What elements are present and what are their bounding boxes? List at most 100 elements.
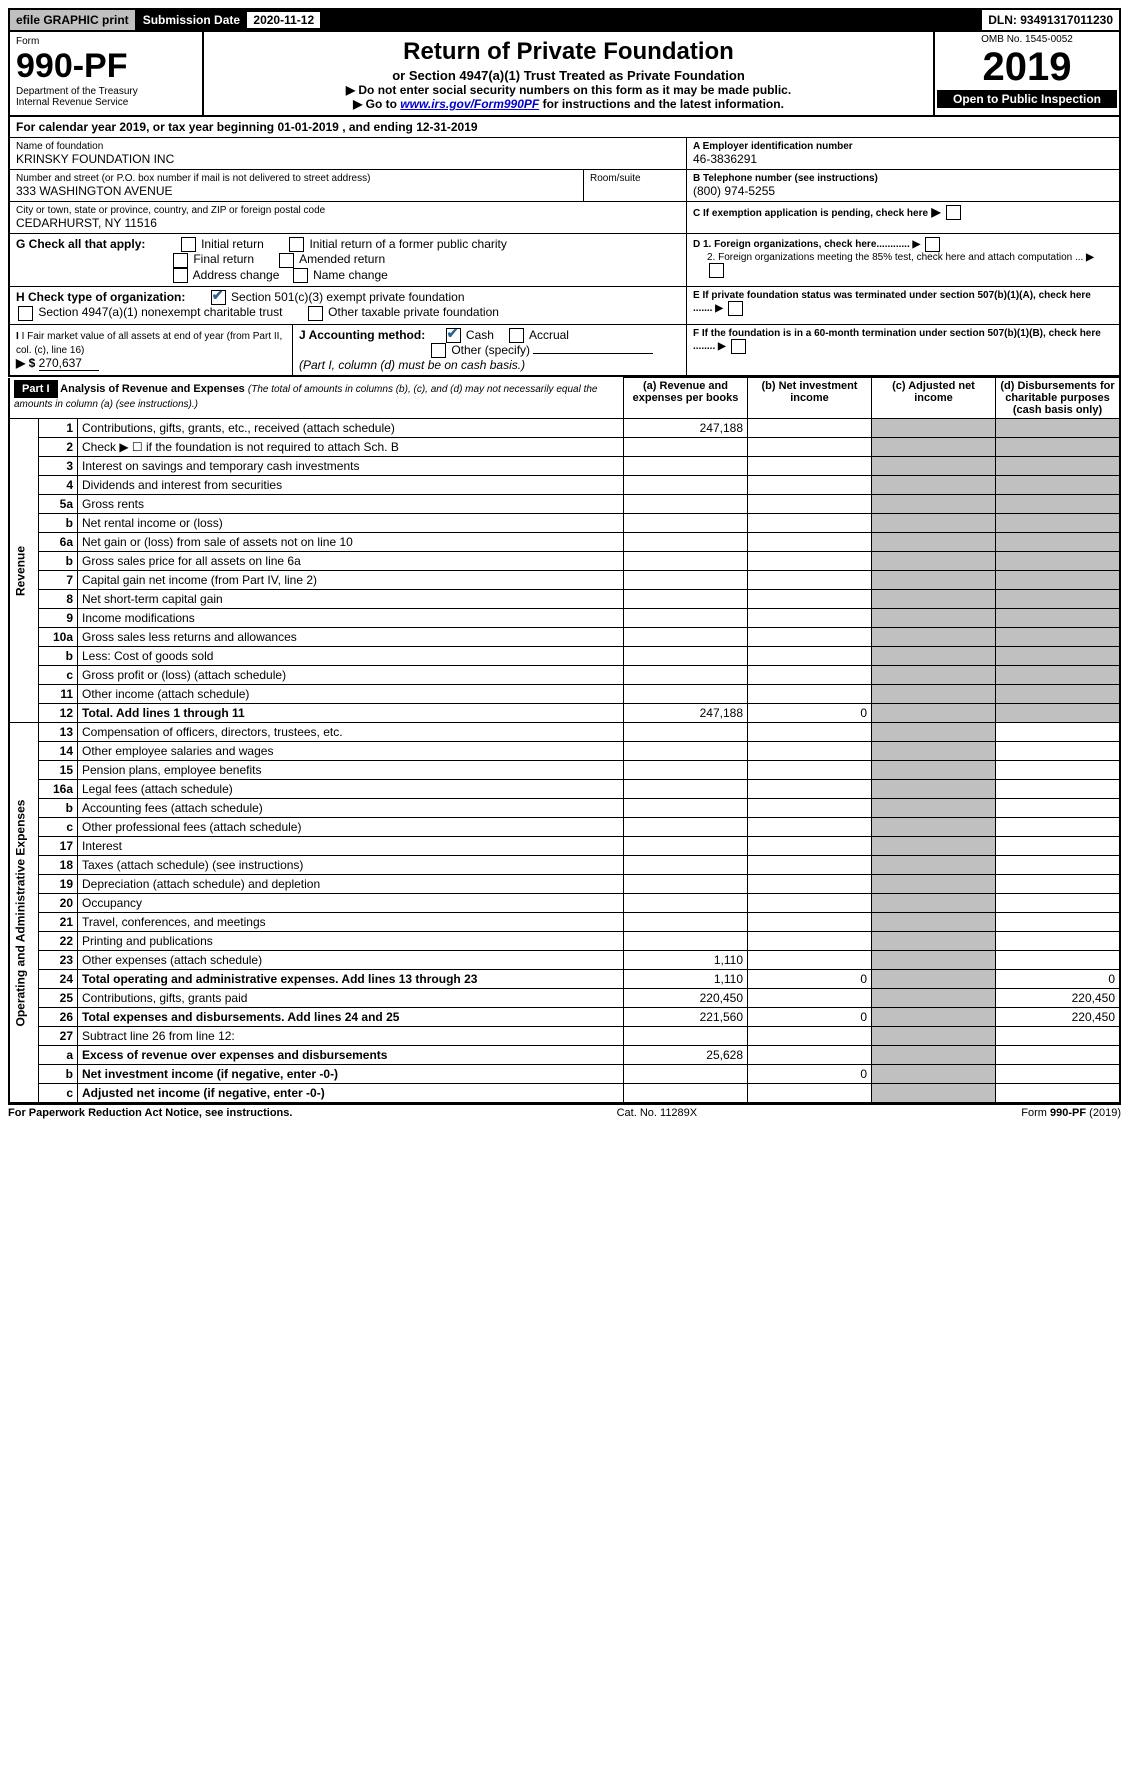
row-number: 19 <box>39 875 78 894</box>
table-row: 6aNet gain or (loss) from sale of assets… <box>9 533 1120 552</box>
i-label: I Fair market value of all assets at end… <box>16 331 282 356</box>
cell-b <box>748 742 872 761</box>
g-name-checkbox[interactable] <box>293 268 308 283</box>
row-desc: Depreciation (attach schedule) and deple… <box>78 875 624 894</box>
d2-checkbox[interactable] <box>709 263 724 278</box>
cell-a <box>624 742 748 761</box>
cell-d <box>996 799 1121 818</box>
table-row: cOther professional fees (attach schedul… <box>9 818 1120 837</box>
row-desc: Net investment income (if negative, ente… <box>78 1065 624 1084</box>
h1-checkbox[interactable] <box>211 290 226 305</box>
cell-a: 1,110 <box>624 951 748 970</box>
room-cell: Room/suite <box>584 170 687 201</box>
cell-a: 220,450 <box>624 989 748 1008</box>
form-word: Form <box>16 36 196 47</box>
cell-d: 0 <box>996 970 1121 989</box>
row-number: b <box>39 799 78 818</box>
g-amended-checkbox[interactable] <box>279 253 294 268</box>
name-label: Name of foundation <box>16 141 680 152</box>
row-number: c <box>39 818 78 837</box>
table-row: Revenue1Contributions, gifts, grants, et… <box>9 419 1120 438</box>
j-accrual-checkbox[interactable] <box>509 328 524 343</box>
row-desc: Contributions, gifts, grants, etc., rece… <box>78 419 624 438</box>
i-j-f-row: I I Fair market value of all assets at e… <box>8 325 1121 378</box>
j-cash-checkbox[interactable] <box>446 328 461 343</box>
d-cell: D 1. Foreign organizations, check here..… <box>687 234 1119 286</box>
row-number: 18 <box>39 856 78 875</box>
cell-d <box>996 571 1121 590</box>
g-initial-former-checkbox[interactable] <box>289 237 304 252</box>
city-label: City or town, state or province, country… <box>16 205 680 216</box>
cell-c <box>872 989 996 1008</box>
row-desc: Net short-term capital gain <box>78 590 624 609</box>
h2-checkbox[interactable] <box>18 306 33 321</box>
g-initial-checkbox[interactable] <box>181 237 196 252</box>
f-checkbox[interactable] <box>731 339 746 354</box>
cell-c <box>872 970 996 989</box>
j-label: J Accounting method: <box>299 328 425 342</box>
table-row: 14Other employee salaries and wages <box>9 742 1120 761</box>
row-number: b <box>39 514 78 533</box>
irs-link[interactable]: www.irs.gov/Form990PF <box>400 97 539 111</box>
row-desc: Compensation of officers, directors, tru… <box>78 723 624 742</box>
cell-d <box>996 913 1121 932</box>
cell-a <box>624 856 748 875</box>
cell-a <box>624 514 748 533</box>
cell-d <box>996 704 1121 723</box>
cell-b <box>748 894 872 913</box>
e-checkbox[interactable] <box>728 301 743 316</box>
cell-b <box>748 571 872 590</box>
cell-d <box>996 457 1121 476</box>
g-address-checkbox[interactable] <box>173 268 188 283</box>
g-address: Address change <box>193 268 280 282</box>
row-number: 24 <box>39 970 78 989</box>
cell-c <box>872 571 996 590</box>
cell-a <box>624 837 748 856</box>
i-arrow: ▶ $ <box>16 356 35 370</box>
footer-center: Cat. No. 11289X <box>617 1107 698 1119</box>
cell-d <box>996 780 1121 799</box>
cell-a <box>624 1065 748 1084</box>
row-number: 12 <box>39 704 78 723</box>
row-desc: Total. Add lines 1 through 11 <box>78 704 624 723</box>
cell-b <box>748 1046 872 1065</box>
row-desc: Less: Cost of goods sold <box>78 647 624 666</box>
form-title: Return of Private Foundation <box>210 38 927 66</box>
header-note1: ▶ Do not enter social security numbers o… <box>210 83 927 97</box>
d1-checkbox[interactable] <box>925 237 940 252</box>
row-number: b <box>39 552 78 571</box>
part1-table: Part I Analysis of Revenue and Expenses … <box>8 377 1121 1104</box>
c-checkbox[interactable] <box>946 205 961 220</box>
submission-date: 2020-11-12 <box>247 12 320 28</box>
city-value: CEDARHURST, NY 11516 <box>16 216 680 230</box>
cell-d <box>996 514 1121 533</box>
j-other-checkbox[interactable] <box>431 343 446 358</box>
cal-end: 12-31-2019 <box>416 120 477 134</box>
table-row: bNet investment income (if negative, ent… <box>9 1065 1120 1084</box>
cell-d <box>996 419 1121 438</box>
cell-c <box>872 837 996 856</box>
h3-checkbox[interactable] <box>308 306 323 321</box>
efile-label[interactable]: efile GRAPHIC print <box>10 10 137 30</box>
cell-a <box>624 1027 748 1046</box>
cell-b <box>748 628 872 647</box>
f-cell: F If the foundation is in a 60-month ter… <box>687 325 1119 376</box>
cell-c <box>872 533 996 552</box>
dln-value: 93491317011230 <box>1020 13 1113 27</box>
footer: For Paperwork Reduction Act Notice, see … <box>8 1104 1121 1119</box>
entity-row-1: Name of foundation KRINSKY FOUNDATION IN… <box>8 138 1121 170</box>
row-desc: Occupancy <box>78 894 624 913</box>
table-row: 25Contributions, gifts, grants paid220,4… <box>9 989 1120 1008</box>
cal-begin: 01-01-2019 <box>277 120 338 134</box>
cell-b <box>748 932 872 951</box>
cell-b <box>748 552 872 571</box>
g-final-checkbox[interactable] <box>173 253 188 268</box>
cell-c <box>872 647 996 666</box>
cell-b <box>748 723 872 742</box>
table-row: 4Dividends and interest from securities <box>9 476 1120 495</box>
name-cell: Name of foundation KRINSKY FOUNDATION IN… <box>10 138 687 169</box>
table-row: 17Interest <box>9 837 1120 856</box>
table-row: 27Subtract line 26 from line 12: <box>9 1027 1120 1046</box>
table-row: 10aGross sales less returns and allowanc… <box>9 628 1120 647</box>
j-note: (Part I, column (d) must be on cash basi… <box>299 358 525 372</box>
